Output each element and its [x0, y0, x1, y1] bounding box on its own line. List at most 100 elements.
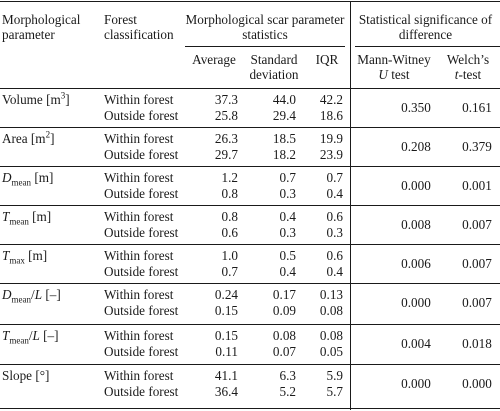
row-separator	[0, 364, 500, 365]
parameter-name: Area [m2]	[2, 129, 55, 146]
iqr-outside: 5.7	[326, 384, 343, 399]
row-separator	[0, 127, 500, 128]
forest-label-within: Within forest	[104, 287, 174, 302]
sd-within: 0.5	[279, 248, 296, 263]
row-separator	[0, 205, 500, 206]
welch-p: 0.161	[462, 100, 492, 115]
welch-p: 0.001	[462, 178, 492, 193]
sd-outside: 0.3	[279, 225, 296, 240]
iqr-within: 0.6	[326, 248, 343, 263]
subheader-welch-line1: Welch’s	[446, 52, 490, 67]
subheader-sd-line2: deviation	[249, 67, 299, 82]
welch-p: 0.007	[462, 256, 492, 271]
iqr-outside: 18.6	[319, 108, 343, 123]
row-separator	[0, 166, 500, 167]
bottom-rule	[0, 408, 500, 410]
forest-label-outside: Outside forest	[104, 186, 179, 201]
forest-label-outside: Outside forest	[104, 303, 179, 318]
average-within: 0.15	[214, 328, 238, 343]
forest-label-within: Within forest	[104, 131, 174, 146]
forest-label-within: Within forest	[104, 92, 174, 107]
row-separator	[0, 244, 500, 245]
parameter-name: Dmean [m]	[2, 170, 54, 188]
mann-whitney-p: 0.000	[401, 178, 431, 193]
forest-label-outside: Outside forest	[104, 225, 179, 240]
iqr-within: 0.13	[319, 287, 343, 302]
forest-label-within: Within forest	[104, 170, 174, 185]
forest-label-within: Within forest	[104, 328, 174, 343]
subheader-mw-test: test	[391, 67, 410, 82]
sd-within: 0.7	[279, 170, 296, 185]
average-within: 1.2	[221, 170, 238, 185]
forest-label-outside: Outside forest	[104, 344, 179, 359]
header-rule	[0, 88, 500, 89]
iqr-outside: 0.3	[326, 225, 343, 240]
average-outside: 0.6	[221, 225, 238, 240]
forest-label-outside: Outside forest	[104, 264, 179, 279]
sd-outside: 29.4	[272, 108, 296, 123]
forest-label-within: Within forest	[104, 248, 174, 263]
average-outside: 0.7	[221, 264, 238, 279]
forest-label-within: Within forest	[104, 368, 174, 383]
col-param-header-line2: parameter	[2, 27, 55, 42]
welch-p: 0.379	[462, 139, 492, 154]
stats-group-header-line2: statistics	[242, 27, 288, 42]
iqr-within: 5.9	[326, 368, 343, 383]
subheader-mw-line1: Mann-Witney	[357, 52, 431, 67]
subheader-iqr: IQR	[315, 52, 339, 67]
subheader-mw-u: U	[378, 67, 388, 82]
sig-group-header-line2: difference	[398, 27, 453, 42]
subheader-mw-line2: U test	[354, 67, 434, 82]
average-within: 1.0	[221, 248, 238, 263]
sd-within: 6.3	[279, 368, 296, 383]
sig-group-header-line1: Statistical significance of	[358, 12, 493, 27]
average-within: 26.3	[214, 131, 238, 146]
iqr-outside: 0.4	[326, 186, 343, 201]
average-outside: 29.7	[214, 147, 238, 162]
iqr-outside: 23.9	[319, 147, 343, 162]
mann-whitney-p: 0.000	[401, 295, 431, 310]
sd-outside: 0.4	[279, 264, 296, 279]
sd-within: 0.17	[272, 287, 296, 302]
parameter-name: Slope [°]	[2, 368, 50, 383]
iqr-outside: 0.4	[326, 264, 343, 279]
sd-within: 18.5	[272, 131, 296, 146]
parameter-name: Tmax [m]	[2, 248, 48, 266]
sd-within: 44.0	[272, 92, 296, 107]
forest-label-outside: Outside forest	[104, 384, 179, 399]
mann-whitney-p: 0.350	[401, 100, 431, 115]
average-within: 41.1	[214, 368, 238, 383]
top-rule	[0, 1, 500, 3]
average-outside: 0.11	[215, 344, 238, 359]
stats-group-header-line1: Morphological scar parameter	[185, 12, 345, 27]
forest-label-outside: Outside forest	[104, 108, 179, 123]
mann-whitney-p: 0.006	[401, 256, 431, 271]
mann-whitney-p: 0.008	[401, 217, 431, 232]
iqr-within: 42.2	[319, 92, 343, 107]
sd-outside: 5.2	[279, 384, 296, 399]
sd-outside: 0.09	[272, 303, 296, 318]
subheader-sd-line1: Standard	[250, 52, 298, 67]
sd-outside: 0.07	[272, 344, 296, 359]
sd-within: 0.08	[272, 328, 296, 343]
welch-p: 0.000	[462, 376, 492, 391]
average-outside: 36.4	[214, 384, 238, 399]
iqr-within: 19.9	[319, 131, 343, 146]
iqr-within: 0.6	[326, 209, 343, 224]
welch-p: 0.007	[462, 217, 492, 232]
row-separator	[0, 283, 500, 284]
subheader-welch-t: t	[454, 67, 459, 82]
stats-group-underline	[185, 46, 345, 47]
parameter-name: Tmean/L [–]	[2, 328, 59, 346]
parameter-name: Volume [m3]	[2, 90, 70, 107]
forest-label-within: Within forest	[104, 209, 174, 224]
col-forest-header-line1: Forest	[104, 12, 137, 27]
col-param-header-line1: Morphological	[2, 12, 81, 27]
iqr-within: 0.08	[319, 328, 343, 343]
sd-within: 0.4	[279, 209, 296, 224]
col-forest-header-line2: classification	[104, 27, 174, 42]
sig-group-underline	[355, 46, 500, 47]
mann-whitney-p: 0.208	[401, 139, 431, 154]
parameter-name: Tmean [m]	[2, 209, 52, 227]
